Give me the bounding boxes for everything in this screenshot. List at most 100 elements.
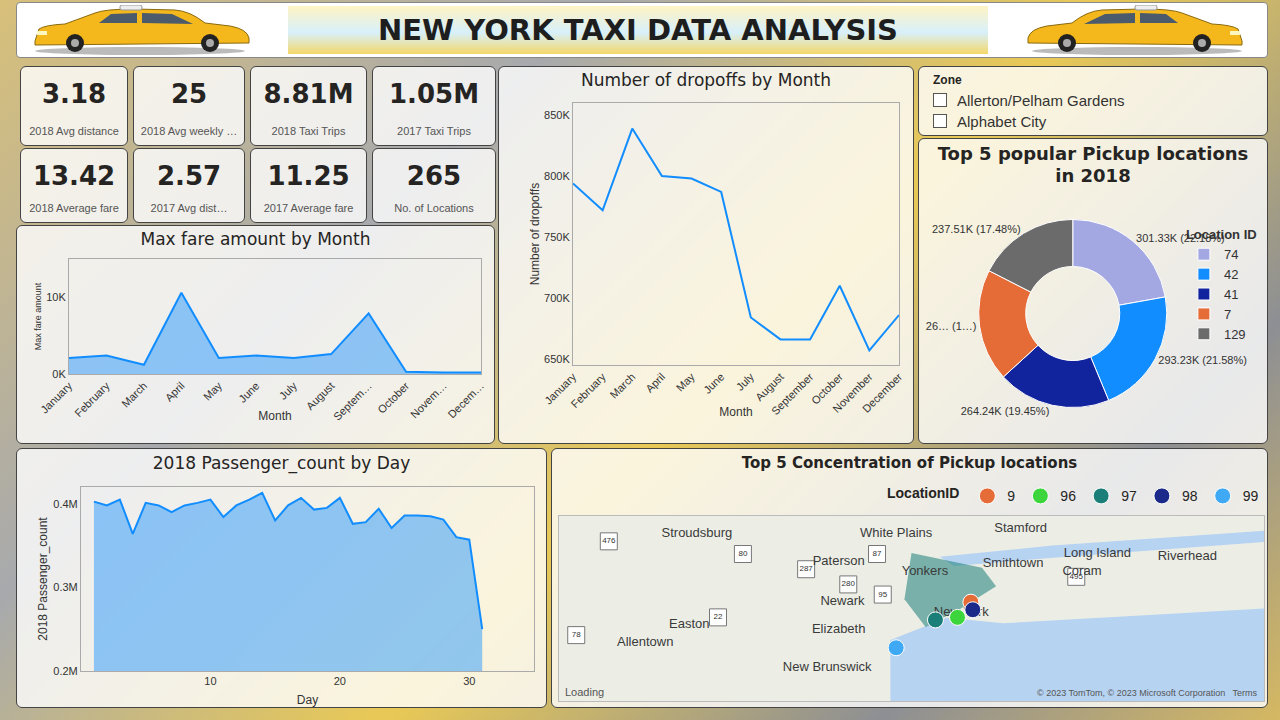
svg-text:495: 495 bbox=[1070, 572, 1084, 581]
svg-text:95: 95 bbox=[878, 590, 887, 599]
html-text:8.81M: 8.81M bbox=[263, 79, 354, 109]
svg-text:78: 78 bbox=[572, 630, 581, 639]
html-text:Allerton/Pelham Gardens: Allerton/Pelham Gardens bbox=[957, 92, 1125, 109]
svg-text:Max fare amount: Max fare amount bbox=[33, 282, 43, 350]
svg-text:Riverhead: Riverhead bbox=[1158, 548, 1217, 563]
svg-text:26… (1…): 26… (1…) bbox=[926, 320, 977, 332]
svg-text:Day: Day bbox=[297, 693, 318, 707]
svg-text:97: 97 bbox=[1121, 488, 1137, 504]
svg-text:0K: 0K bbox=[52, 368, 66, 380]
svg-text:February: February bbox=[72, 379, 112, 419]
html-text:25: 25 bbox=[170, 79, 208, 109]
svg-text:New York: New York bbox=[934, 604, 989, 619]
html-text:NEW YORK TAXI DATA ANALYSIS: NEW YORK TAXI DATA ANALYSIS bbox=[378, 13, 898, 47]
svg-text:10K: 10K bbox=[46, 291, 66, 303]
svg-text:Long Island: Long Island bbox=[1064, 545, 1131, 560]
svg-text:Easton: Easton bbox=[669, 616, 709, 631]
svg-text:Elizabeth: Elizabeth bbox=[812, 621, 865, 636]
svg-text:96: 96 bbox=[1060, 488, 1076, 504]
html-text:265: 265 bbox=[406, 161, 462, 191]
svg-text:Month: Month bbox=[719, 405, 752, 419]
svg-text:August: August bbox=[304, 380, 337, 413]
svg-text:Coram: Coram bbox=[1062, 563, 1101, 578]
svg-text:Yonkers: Yonkers bbox=[902, 563, 949, 578]
svg-text:Stamford: Stamford bbox=[994, 520, 1047, 535]
svg-text:41: 41 bbox=[1224, 287, 1238, 302]
html-text:13.42: 13.42 bbox=[32, 161, 116, 191]
svg-text:February: February bbox=[568, 370, 608, 410]
svg-text:650K: 650K bbox=[544, 353, 570, 365]
svg-text:9: 9 bbox=[1007, 488, 1015, 504]
svg-text:30: 30 bbox=[463, 675, 475, 687]
svg-text:Month: Month bbox=[258, 409, 291, 423]
svg-text:Paterson: Paterson bbox=[813, 553, 865, 568]
svg-text:White Plains: White Plains bbox=[860, 525, 933, 540]
svg-text:42: 42 bbox=[1224, 267, 1238, 282]
svg-text:June: June bbox=[701, 371, 726, 396]
svg-text:237.51K (17.48%): 237.51K (17.48%) bbox=[932, 223, 1021, 235]
svg-text:March: March bbox=[607, 371, 637, 401]
svg-text:Septem…: Septem… bbox=[331, 380, 374, 423]
svg-text:74: 74 bbox=[1224, 247, 1238, 262]
svg-text:Loading: Loading bbox=[565, 686, 604, 698]
svg-text:October: October bbox=[375, 379, 411, 415]
svg-text:May: May bbox=[201, 379, 225, 403]
html-text:11.25: 11.25 bbox=[267, 161, 350, 191]
svg-text:April: April bbox=[643, 371, 667, 395]
svg-text:September: September bbox=[769, 370, 816, 417]
svg-text:Decem…: Decem… bbox=[445, 380, 486, 421]
svg-text:0.2M: 0.2M bbox=[53, 665, 77, 677]
svg-text:850K: 850K bbox=[544, 109, 570, 121]
svg-text:June: June bbox=[236, 380, 261, 405]
html-text:2.57: 2.57 bbox=[156, 161, 222, 191]
svg-text:Number of dropoffs: Number of dropoffs bbox=[528, 183, 542, 286]
html-text:2018 Passenger_count by Day: 2018 Passenger_count by Day bbox=[152, 453, 411, 473]
html-text:1.05M: 1.05M bbox=[389, 79, 479, 109]
svg-text:November: November bbox=[830, 370, 875, 415]
html-text:3.18: 3.18 bbox=[41, 79, 107, 109]
svg-text:March: March bbox=[119, 380, 149, 410]
svg-text:Stroudsburg: Stroudsburg bbox=[662, 525, 733, 540]
svg-text:2018 Passenger_count: 2018 Passenger_count bbox=[36, 517, 50, 641]
svg-text:10: 10 bbox=[204, 675, 216, 687]
svg-text:0.4M: 0.4M bbox=[53, 498, 77, 510]
svg-text:July: July bbox=[734, 370, 757, 393]
svg-text:700K: 700K bbox=[544, 292, 570, 304]
svg-text:Newark: Newark bbox=[820, 593, 865, 608]
svg-text:87: 87 bbox=[873, 549, 882, 558]
svg-text:Location ID: Location ID bbox=[1186, 227, 1257, 242]
svg-text:750K: 750K bbox=[544, 231, 570, 243]
svg-text:99: 99 bbox=[1243, 488, 1259, 504]
html-text:Number of dropoffs by Month: Number of dropoffs by Month bbox=[581, 70, 831, 90]
svg-text:January: January bbox=[542, 370, 579, 407]
svg-text:293.23K (21.58%): 293.23K (21.58%) bbox=[1158, 354, 1247, 366]
svg-text:July: July bbox=[277, 379, 300, 402]
svg-text:129: 129 bbox=[1224, 327, 1246, 342]
svg-text:0.3M: 0.3M bbox=[53, 581, 77, 593]
svg-text:© 2023 TomTom, © 2023 Microsof: © 2023 TomTom, © 2023 Microsoft Corporat… bbox=[1037, 688, 1258, 698]
html-text:Max fare amount by Month: Max fare amount by Month bbox=[140, 229, 371, 249]
svg-text:800K: 800K bbox=[544, 170, 570, 182]
svg-text:Smithtown: Smithtown bbox=[983, 555, 1044, 570]
svg-text:December: December bbox=[860, 370, 905, 415]
svg-text:October: October bbox=[809, 370, 845, 406]
svg-text:May: May bbox=[674, 370, 698, 394]
svg-text:7: 7 bbox=[1224, 307, 1231, 322]
svg-text:287: 287 bbox=[799, 564, 813, 573]
svg-text:280: 280 bbox=[842, 579, 856, 588]
svg-text:Novem…: Novem… bbox=[408, 380, 449, 421]
svg-text:264.24K (19.45%): 264.24K (19.45%) bbox=[961, 405, 1050, 417]
svg-text:LocationID: LocationID bbox=[887, 486, 959, 502]
svg-text:New Brunswick: New Brunswick bbox=[783, 659, 872, 674]
svg-text:20: 20 bbox=[334, 675, 346, 687]
svg-text:80: 80 bbox=[738, 549, 747, 558]
html-text:Top 5 Concentration of Pickup: Top 5 Concentration of Pickup locations bbox=[741, 454, 1078, 472]
svg-text:January: January bbox=[38, 379, 75, 416]
html-text:Top 5 popular Pickup locations: Top 5 popular Pickup locations in 2018 bbox=[937, 143, 1249, 186]
svg-text:April: April bbox=[163, 380, 187, 404]
svg-text:Allentown: Allentown bbox=[617, 634, 673, 649]
svg-text:476: 476 bbox=[602, 536, 616, 545]
svg-text:98: 98 bbox=[1182, 488, 1198, 504]
svg-text:22: 22 bbox=[714, 612, 723, 621]
svg-text:August: August bbox=[753, 371, 786, 404]
